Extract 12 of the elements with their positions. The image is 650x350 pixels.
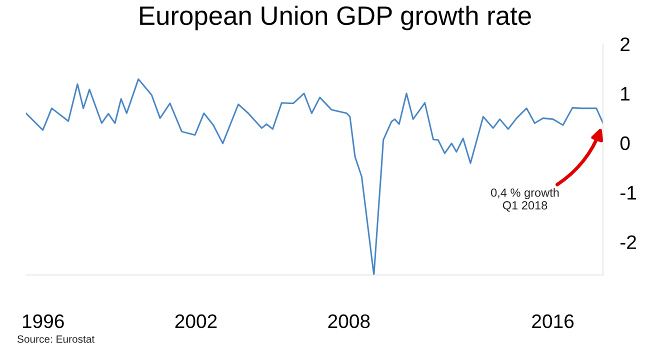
- y-tick-label: -1: [620, 186, 636, 200]
- x-tick-label: 2008: [328, 314, 370, 328]
- y-tick-label: 2: [620, 37, 630, 52]
- source-note: Source: Eurostat: [17, 335, 95, 343]
- y-tick-label: 1: [621, 87, 630, 101]
- x-tick-label: 2002: [175, 314, 217, 328]
- chart-title: European Union GDP growth rate: [140, 6, 531, 30]
- annotation: 0,4 % growth Q1 2018: [491, 188, 559, 212]
- x-tick-label: 2016: [532, 314, 574, 328]
- y-tick-label: -2: [620, 235, 636, 249]
- y-tick-label: 0: [620, 136, 630, 150]
- x-tick-label: 1996: [22, 314, 64, 328]
